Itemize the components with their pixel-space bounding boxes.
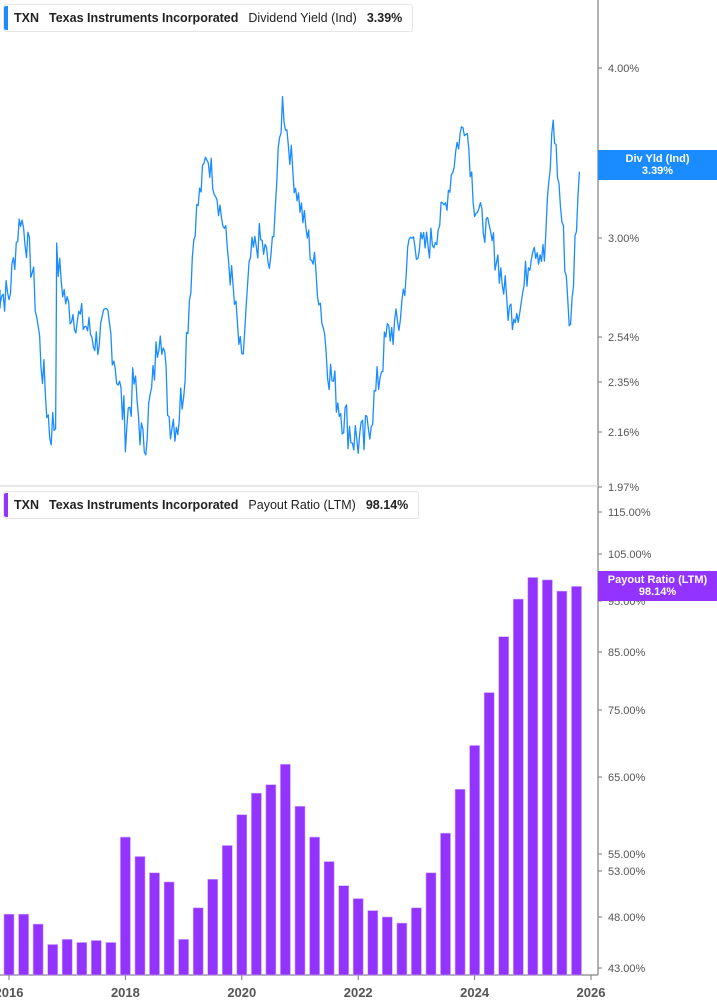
bar xyxy=(251,792,262,976)
bar xyxy=(294,805,306,976)
y-tick-label: 65.00% xyxy=(608,772,646,784)
x-tick-label: 2016 xyxy=(0,985,23,1000)
bar xyxy=(454,788,466,976)
bar xyxy=(512,598,524,976)
bar xyxy=(192,907,204,976)
bar xyxy=(367,910,379,976)
bar xyxy=(265,784,277,976)
y-tick-label: 48.00% xyxy=(608,912,646,924)
bar xyxy=(47,944,59,976)
payout-ratio-bars xyxy=(3,577,582,976)
legend-metric: Payout Ratio (LTM) xyxy=(248,498,356,512)
x-tick-label: 2022 xyxy=(344,985,373,1000)
bar xyxy=(381,916,393,976)
bar xyxy=(571,586,582,976)
current-value-tag-yield: Div Yld (Ind) 3.39% xyxy=(598,150,717,180)
bar xyxy=(498,636,510,976)
bar xyxy=(222,845,233,976)
y-tick-label: 1.97% xyxy=(608,482,639,494)
y-tick-label: 85.00% xyxy=(608,647,646,659)
tag-value: 3.39% xyxy=(641,165,674,177)
legend-company: Texas Instruments Incorporated xyxy=(49,11,239,25)
legend-company: Texas Instruments Incorporated xyxy=(49,498,239,512)
legend-color-swatch xyxy=(4,6,8,30)
bar xyxy=(105,942,117,976)
legend-ticker: TXN xyxy=(14,11,39,25)
y-tick-label: 55.00% xyxy=(608,849,646,861)
y-tick-label: 75.00% xyxy=(608,705,646,717)
bar xyxy=(469,745,480,976)
current-value-tag-payout: Payout Ratio (LTM) 98.14% xyxy=(598,571,717,601)
dividend-yield-line xyxy=(0,95,581,456)
y-tick-label: 105.00% xyxy=(608,549,652,561)
bar xyxy=(3,913,15,976)
legend-ticker: TXN xyxy=(14,498,39,512)
y-tick-label: 2.35% xyxy=(608,377,639,389)
bar xyxy=(309,836,320,976)
bar xyxy=(338,885,350,976)
bar xyxy=(91,940,102,976)
y-tick-label: 53.00% xyxy=(608,866,646,878)
bar xyxy=(425,872,437,976)
bar xyxy=(440,832,451,976)
y-tick-label: 4.00% xyxy=(608,63,639,75)
bar xyxy=(527,577,539,976)
y-tick-label: 2.54% xyxy=(608,332,639,344)
bar xyxy=(323,861,335,976)
x-tick-label: 2026 xyxy=(577,985,606,1000)
bar xyxy=(207,878,218,976)
y-tick-label: 2.16% xyxy=(608,427,639,439)
x-axis: 2016 2018 2020 2022 2024 2026 xyxy=(0,975,605,1000)
bar xyxy=(61,939,73,976)
bar xyxy=(120,836,131,976)
bar xyxy=(149,872,160,976)
x-tick-label: 2018 xyxy=(111,985,140,1000)
legend-color-swatch xyxy=(4,493,8,517)
legend-metric: Dividend Yield (Ind) xyxy=(248,11,357,25)
bar xyxy=(76,942,88,976)
bar xyxy=(134,856,146,976)
bar xyxy=(556,590,568,976)
bar xyxy=(396,922,408,976)
y-tick-label: 115.00% xyxy=(608,507,651,519)
bar xyxy=(32,923,44,976)
y-tick-label: 3.00% xyxy=(608,233,639,245)
y-tick-label: 43.00% xyxy=(608,963,646,975)
top-legend: TXN Texas Instruments Incorporated Divid… xyxy=(3,4,414,32)
tag-label: Payout Ratio (LTM) xyxy=(607,574,708,586)
bar xyxy=(280,763,291,976)
bar xyxy=(352,898,364,976)
bar xyxy=(163,881,175,976)
bar xyxy=(18,913,29,976)
bar xyxy=(178,939,189,976)
legend-value: 98.14% xyxy=(365,498,409,512)
legend-value: 3.39% xyxy=(366,11,403,25)
x-tick-label: 2020 xyxy=(227,985,256,1000)
tag-label: Div Yld (Ind) xyxy=(625,153,690,165)
tag-value: 98.14% xyxy=(638,586,677,598)
bar xyxy=(483,692,495,976)
bottom-legend: TXN Texas Instruments Incorporated Payou… xyxy=(3,491,420,519)
x-tick-label: 2024 xyxy=(460,985,490,1000)
bar xyxy=(542,579,553,976)
bar xyxy=(236,814,248,976)
top-y-axis: 4.00% 3.00% 2.54% 2.35% 2.16% 1.97% xyxy=(598,63,639,494)
bar xyxy=(411,907,422,976)
